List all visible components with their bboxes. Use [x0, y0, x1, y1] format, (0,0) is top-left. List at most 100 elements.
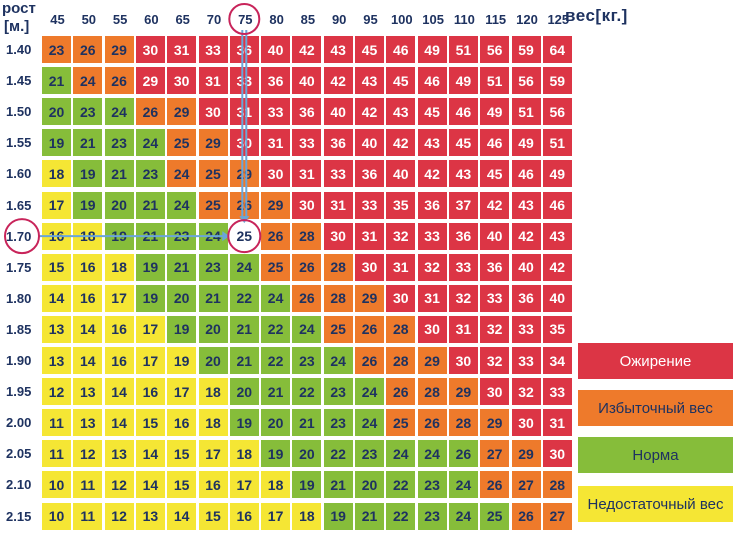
height-tick-label: 1.55: [6, 135, 32, 151]
bmi-cell: 24: [386, 440, 416, 468]
bmi-cell: 13: [104, 440, 134, 468]
bmi-cell: 36: [323, 129, 353, 157]
bmi-cell: 26: [261, 222, 291, 250]
bmi-cell: 12: [104, 471, 134, 499]
bmi-cell: 33: [511, 347, 541, 374]
bmi-cell: 32: [448, 284, 478, 312]
bmi-cell: 29: [104, 36, 134, 63]
bmi-cell: 49: [511, 129, 541, 157]
bmi-cell: 46: [386, 36, 416, 63]
bmi-cell: 24: [167, 160, 197, 188]
weight-axis-label: вес[кг.]: [565, 6, 628, 25]
bmi-cell: 21: [42, 67, 71, 95]
bmi-cell: 24: [448, 502, 478, 530]
bmi-cell: 33: [323, 160, 353, 188]
bmi-cell: 25: [198, 160, 228, 188]
bmi-cell: 36: [511, 284, 541, 312]
bmi-cell: 31: [448, 315, 478, 343]
bmi-cell: 36: [417, 191, 447, 219]
bmi-cell: 19: [167, 347, 197, 374]
bmi-cell: 26: [292, 253, 322, 281]
bmi-cell: 23: [417, 502, 447, 530]
bmi-cell: 32: [511, 378, 541, 406]
weight-tick-label: 90: [331, 12, 347, 27]
bmi-cell: 28: [417, 378, 447, 406]
bmi-cell: 19: [261, 440, 291, 468]
bmi-cell: 42: [511, 222, 541, 250]
bmi-cell: 11: [73, 471, 103, 499]
height-tick-label: 1.45: [6, 73, 32, 89]
bmi-cell: 42: [355, 98, 384, 126]
bmi-cell: 40: [480, 222, 510, 250]
bmi-cell: 15: [135, 409, 165, 437]
bmi-cell: 43: [511, 191, 541, 219]
bmi-cell: 30: [292, 191, 322, 219]
bmi-cell: 21: [104, 160, 134, 188]
bmi-cell: 40: [542, 284, 572, 312]
bmi-cell: 26: [511, 502, 541, 530]
bmi-cell: 20: [198, 315, 228, 343]
bmi-cell: 24: [167, 191, 197, 219]
bmi-cell: 42: [417, 160, 447, 188]
bmi-cell: 51: [480, 67, 510, 95]
bmi-cell: 13: [42, 315, 71, 343]
bmi-cell: 17: [261, 502, 291, 530]
bmi-cell: 30: [511, 409, 541, 437]
bmi-cell: 27: [542, 502, 572, 530]
bmi-cell: 22: [386, 502, 416, 530]
bmi-cell: 19: [229, 409, 259, 437]
bmi-cell: 51: [448, 36, 478, 63]
bmi-cell: 16: [135, 378, 165, 406]
bmi-cell: 22: [386, 471, 416, 499]
bmi-cell: 24: [292, 315, 322, 343]
height-tick-label: 2.00: [6, 415, 32, 431]
bmi-cell: 24: [448, 471, 478, 499]
bmi-cell: 15: [198, 502, 228, 530]
bmi-cell: 14: [104, 378, 134, 406]
bmi-cell: 34: [542, 347, 572, 374]
bmi-cell: 14: [135, 471, 165, 499]
bmi-cell: 36: [229, 36, 259, 63]
legend-item: Ожирение: [578, 343, 733, 379]
bmi-cell: 26: [292, 284, 322, 312]
bmi-cell: 20: [104, 191, 134, 219]
bmi-cell: 31: [542, 409, 572, 437]
bmi-cell: 23: [73, 98, 103, 126]
bmi-cell: 17: [229, 471, 259, 499]
bmi-cell: 28: [448, 409, 478, 437]
bmi-cell: 33: [355, 191, 384, 219]
bmi-cell: 19: [135, 253, 165, 281]
bmi-cell: 30: [323, 222, 353, 250]
bmi-cell: 23: [198, 253, 228, 281]
bmi-cell: 23: [42, 36, 71, 63]
bmi-cell: 45: [355, 36, 384, 63]
bmi-cell: 40: [323, 98, 353, 126]
bmi-cell: 21: [135, 222, 165, 250]
bmi-cell: 23: [135, 160, 165, 188]
bmi-cell: 33: [198, 36, 228, 63]
height-axis-label: рост: [2, 0, 36, 17]
bmi-cell: 22: [292, 378, 322, 406]
weight-tick-label: 110: [453, 12, 475, 27]
bmi-cell: 25: [323, 315, 353, 343]
bmi-cell: 16: [73, 284, 103, 312]
bmi-cell: 24: [417, 440, 447, 468]
bmi-cell: 24: [104, 98, 134, 126]
bmi-cell: 31: [323, 191, 353, 219]
bmi-cell: 21: [135, 191, 165, 219]
bmi-cell: 49: [542, 160, 572, 188]
bmi-cell: 19: [42, 129, 71, 157]
height-tick-label: 1.75: [6, 259, 32, 275]
bmi-cell: 42: [323, 67, 353, 95]
weight-tick-label: 60: [144, 12, 159, 27]
bmi-cell: 13: [135, 502, 165, 530]
height-tick-label: 1.40: [6, 42, 32, 57]
bmi-cell: 21: [73, 129, 103, 157]
height-tick-label: 1.95: [6, 384, 32, 400]
bmi-cell: 30: [386, 284, 416, 312]
bmi-cell: 42: [542, 253, 572, 281]
bmi-cell: 19: [135, 284, 165, 312]
bmi-cell: 24: [229, 253, 259, 281]
bmi-cell: 11: [42, 409, 71, 437]
bmi-cell: 64: [542, 36, 572, 63]
